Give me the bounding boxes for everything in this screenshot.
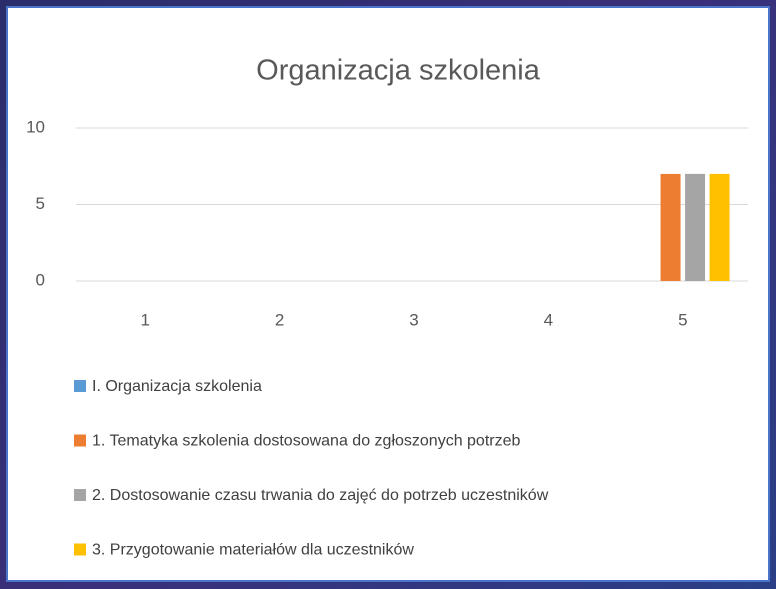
y-tick-label: 5 xyxy=(36,194,45,213)
x-tick-label: 1 xyxy=(140,310,149,329)
x-tick-label: 2 xyxy=(275,310,284,329)
x-tick-label: 3 xyxy=(409,310,418,329)
bar xyxy=(660,173,681,281)
bar xyxy=(685,173,706,281)
x-tick-label: 5 xyxy=(678,310,687,329)
chart-panel xyxy=(6,6,770,582)
chart-title: Organizacja szkolenia xyxy=(256,55,541,87)
y-tick-label: 10 xyxy=(26,117,45,136)
legend-swatch xyxy=(74,543,86,556)
legend-swatch xyxy=(74,434,86,447)
legend-label: 2. Dostosowanie czasu trwania do zajęć d… xyxy=(92,487,549,504)
y-tick-label: 0 xyxy=(36,270,45,289)
legend-label: I. Organizacja szkolenia xyxy=(92,378,262,395)
legend-label: 1. Tematyka szkolenia dostosowana do zgł… xyxy=(92,433,521,450)
legend-swatch xyxy=(74,489,86,501)
legend-swatch xyxy=(74,380,86,392)
legend-label: 3. Przygotowanie materiałów dla uczestni… xyxy=(92,542,414,559)
bar xyxy=(709,173,730,281)
x-tick-label: 4 xyxy=(544,310,553,329)
